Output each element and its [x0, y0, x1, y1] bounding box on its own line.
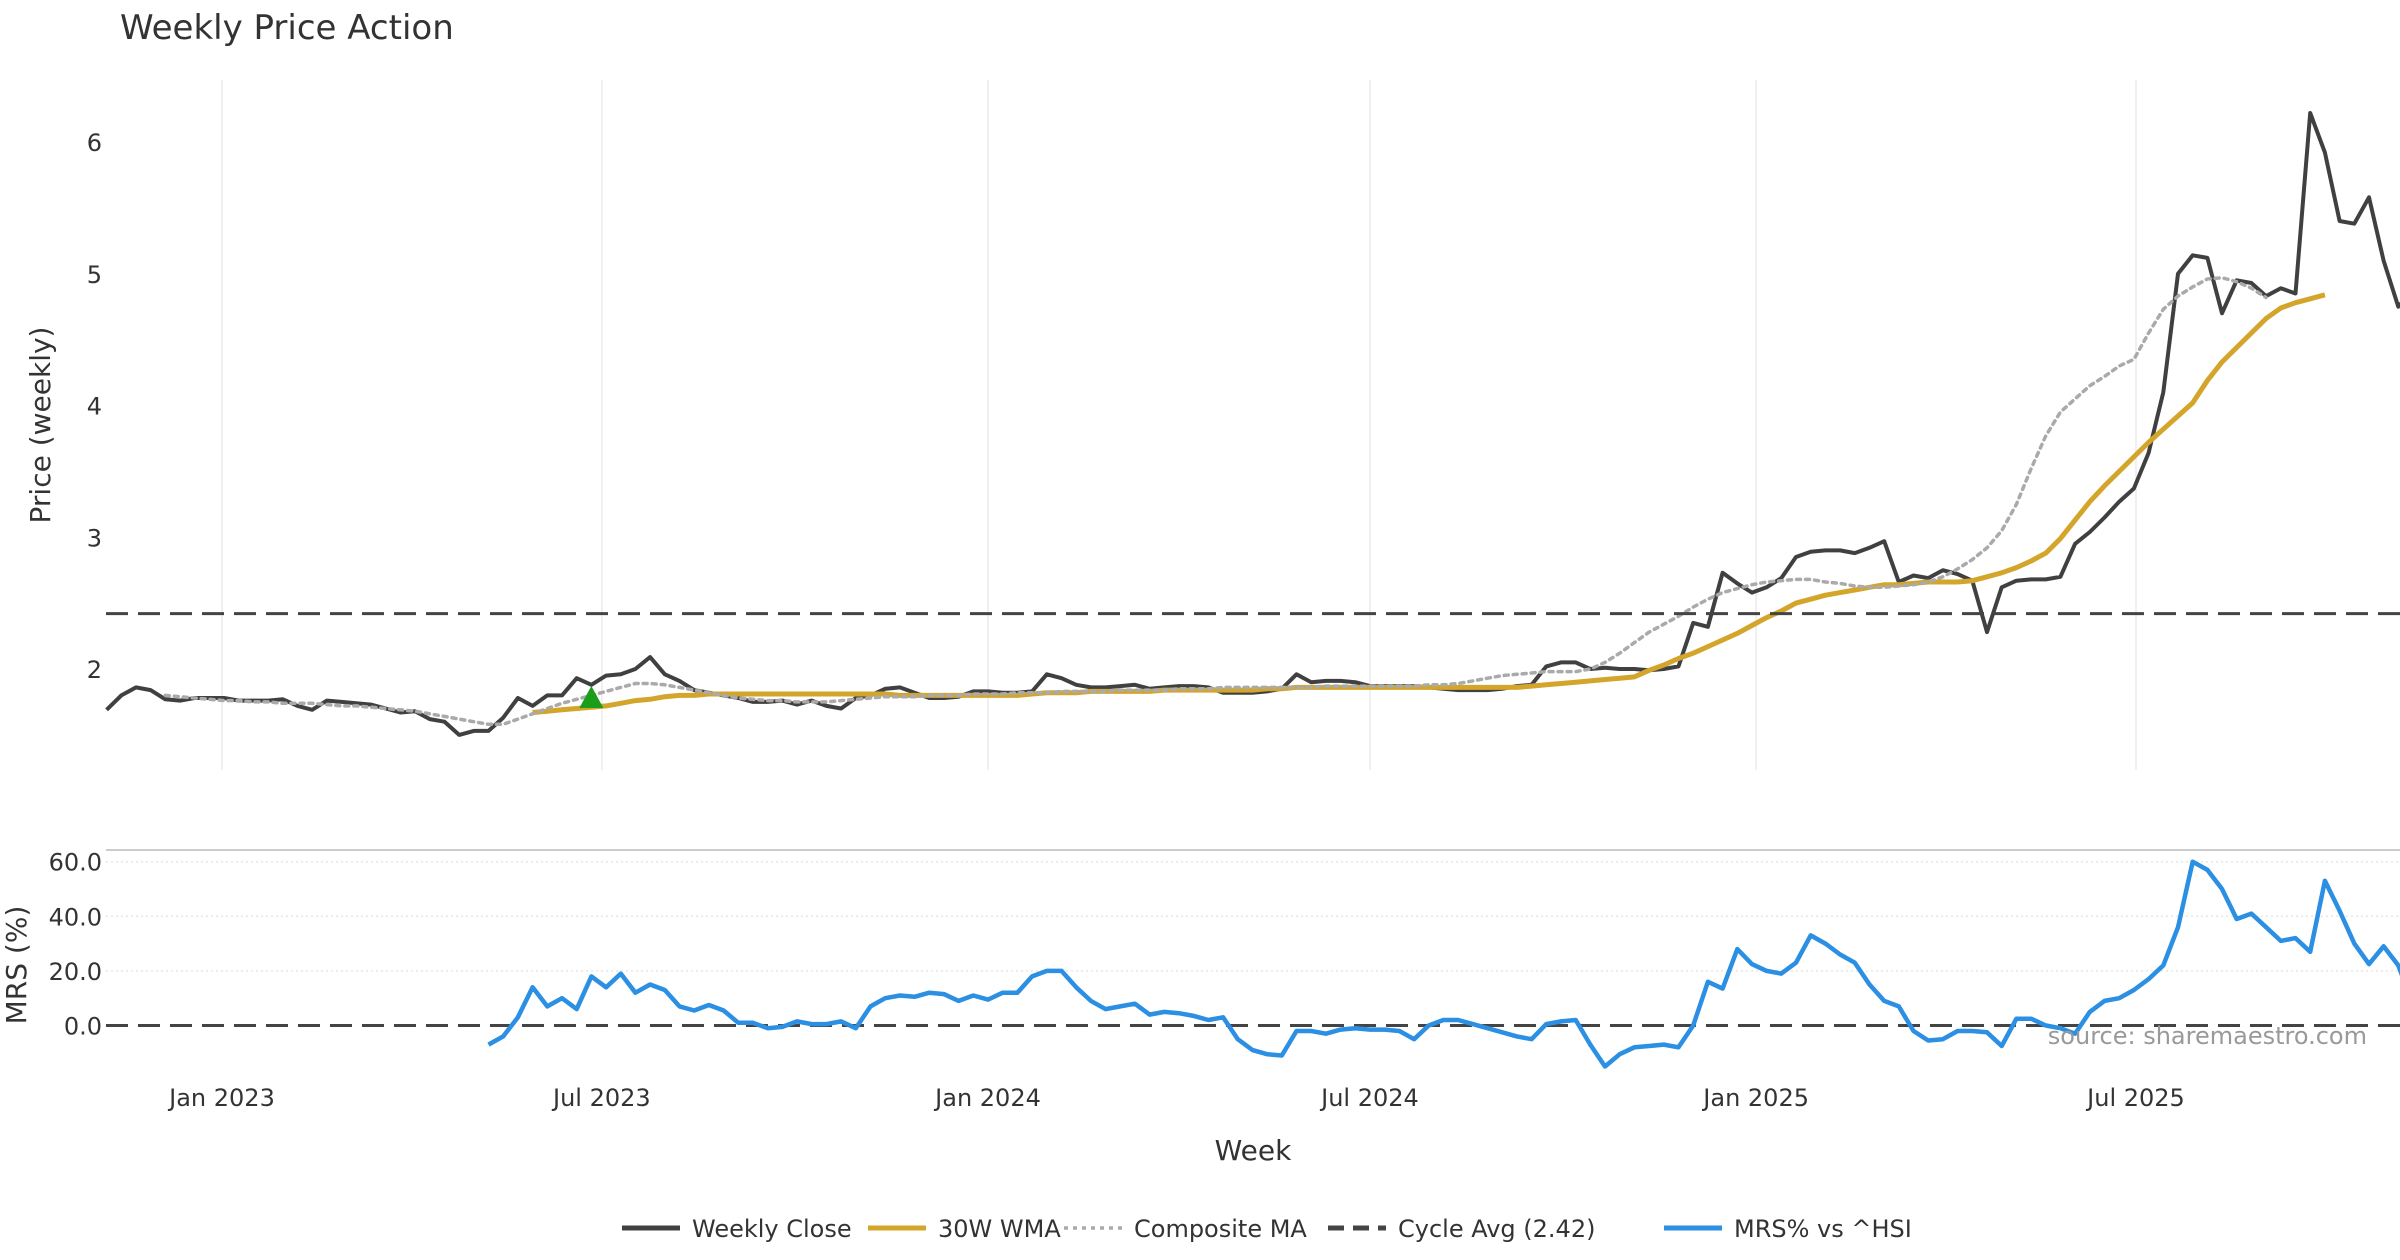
price-y-tick-2: 2	[87, 656, 102, 684]
price-y-axis-label: Price (weekly)	[24, 327, 57, 524]
price-y-tick-5: 5	[87, 261, 102, 289]
price-series-weekly-close	[105, 111, 2400, 737]
price-series-30w-wma	[532, 292, 2326, 715]
x-axis-label: Week	[1215, 1134, 1292, 1167]
source-credit: source: sharemaestro.com	[2048, 1022, 2367, 1050]
x-tick-label-jul-2023: Jul 2023	[551, 1084, 651, 1112]
mrs-y-axis-label: MRS (%)	[0, 906, 33, 1025]
chart-title: Weekly Price Action	[120, 8, 454, 48]
legend-entry-weekly-close: Weekly Close	[622, 1215, 852, 1243]
legend-entry-cycle-avg-2-42: Cycle Avg (2.42)	[1328, 1215, 1595, 1243]
legend-label-composite-ma: Composite MA	[1134, 1215, 1307, 1243]
price-series-composite-ma	[163, 275, 2268, 727]
legend-label-mrs-vs-hsi: MRS% vs ^HSI	[1734, 1215, 1912, 1243]
buy-signal-marker	[579, 685, 604, 708]
mrs-y-tick-0: 0.0	[64, 1013, 102, 1041]
x-axis: Jan 2023 Jul 2023 Jan 2024 Jul 2024 Jan 2025…	[167, 1084, 2185, 1112]
price-y-tick-6: 6	[87, 129, 102, 157]
legend-entry-composite-ma: Composite MA	[1064, 1215, 1307, 1243]
x-tick-label-jul-2024: Jul 2024	[1319, 1084, 1419, 1112]
legend-label-cycle-avg-2-42: Cycle Avg (2.42)	[1398, 1215, 1595, 1243]
mrs-y-tick-40: 40.0	[49, 903, 102, 931]
x-tick-label-jan-2025: Jan 2025	[1701, 1084, 1809, 1112]
mrs-series-mrs-vs-hsi	[487, 859, 2400, 1069]
x-tick-label-jan-2024: Jan 2024	[933, 1084, 1041, 1112]
legend-entry-mrs-vs-hsi: MRS% vs ^HSI	[1664, 1215, 1912, 1243]
mrs-y-tick-60: 60.0	[49, 849, 102, 877]
mrs-y-tick-20: 20.0	[49, 958, 102, 986]
price-panel: 2 3 4 5 6	[87, 80, 2400, 770]
price-y-tick-4: 4	[87, 393, 102, 421]
x-tick-label-jul-2025: Jul 2025	[2085, 1084, 2185, 1112]
legend-entry-30w-wma: 30W WMA	[868, 1215, 1061, 1243]
mrs-panel: 0.0 20.0 40.0 60.0	[49, 849, 2400, 1069]
legend-label-weekly-close: Weekly Close	[692, 1215, 852, 1243]
price-y-tick-3: 3	[87, 524, 102, 552]
legend-label-30w-wma: 30W WMA	[938, 1215, 1061, 1243]
x-tick-label-jan-2023: Jan 2023	[167, 1084, 275, 1112]
legend: Weekly Close 30W WMA Composite MA Cycle Avg…	[622, 1215, 1912, 1243]
